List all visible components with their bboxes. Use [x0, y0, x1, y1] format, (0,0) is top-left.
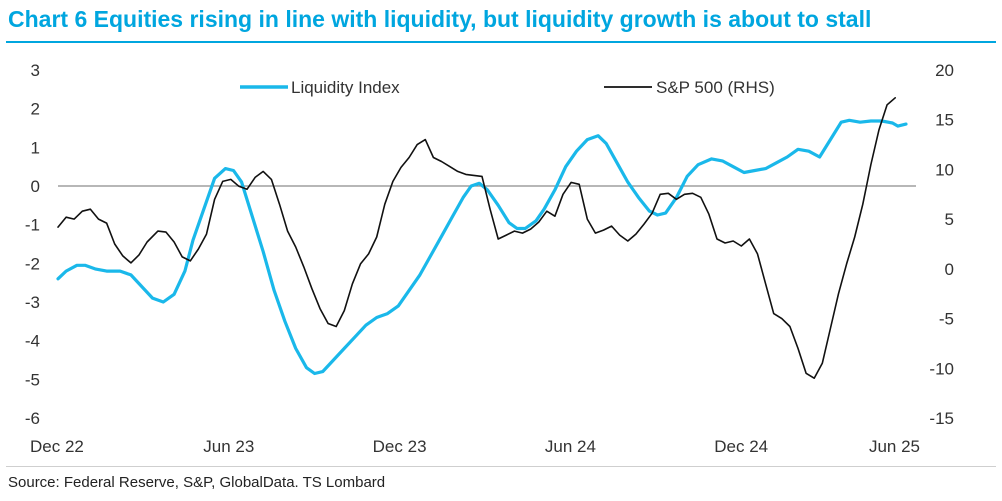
source-note: Source: Federal Reserve, S&P, GlobalData… [8, 474, 386, 491]
x-axis: Dec 22 Jun 23 Dec 23 Jun 24 Dec 24 Jun 25 [30, 437, 920, 456]
x-tick-label: Dec 24 [714, 437, 768, 456]
left-tick-label: 1 [31, 138, 40, 157]
legend-liquidity-label: Liquidity Index [291, 78, 400, 97]
title-rule [6, 41, 996, 43]
legend: Liquidity Index S&P 500 (RHS) [240, 78, 775, 97]
x-tick-label: Dec 23 [373, 437, 427, 456]
right-tick-label: 5 [945, 210, 954, 229]
legend-sp500-label: S&P 500 (RHS) [656, 78, 775, 97]
right-tick-label: 20 [935, 61, 954, 80]
right-tick-label: 10 [935, 160, 954, 179]
left-tick-label: -4 [25, 332, 40, 351]
liquidity-index-line [56, 118, 908, 376]
left-tick-label: -2 [25, 254, 40, 273]
left-tick-label: -6 [25, 409, 40, 428]
left-tick-label: -1 [25, 216, 40, 235]
left-tick-label: -5 [25, 370, 40, 389]
x-tick-label: Dec 22 [30, 437, 84, 456]
left-tick-label: 2 [31, 100, 40, 119]
chart-title: Chart 6 Equities rising in line with liq… [8, 6, 872, 32]
x-tick-label: Jun 24 [545, 437, 596, 456]
source-rule [6, 466, 996, 467]
right-tick-label: -5 [939, 310, 954, 329]
sp500-line [57, 97, 896, 379]
left-tick-label: 0 [31, 177, 40, 196]
left-tick-label: -3 [25, 293, 40, 312]
right-tick-label: -10 [929, 359, 954, 378]
x-tick-label: Jun 23 [203, 437, 254, 456]
right-tick-label: 15 [935, 111, 954, 130]
series-layer [56, 97, 908, 379]
left-axis: 3 2 1 0 -1 -2 -3 -4 -5 -6 [25, 61, 40, 428]
left-tick-label: 3 [31, 61, 40, 80]
right-tick-label: 0 [945, 260, 954, 279]
right-axis: 20 15 10 5 0 -5 -10 -15 [929, 61, 954, 428]
x-tick-label: Jun 25 [869, 437, 920, 456]
right-tick-label: -15 [929, 409, 954, 428]
